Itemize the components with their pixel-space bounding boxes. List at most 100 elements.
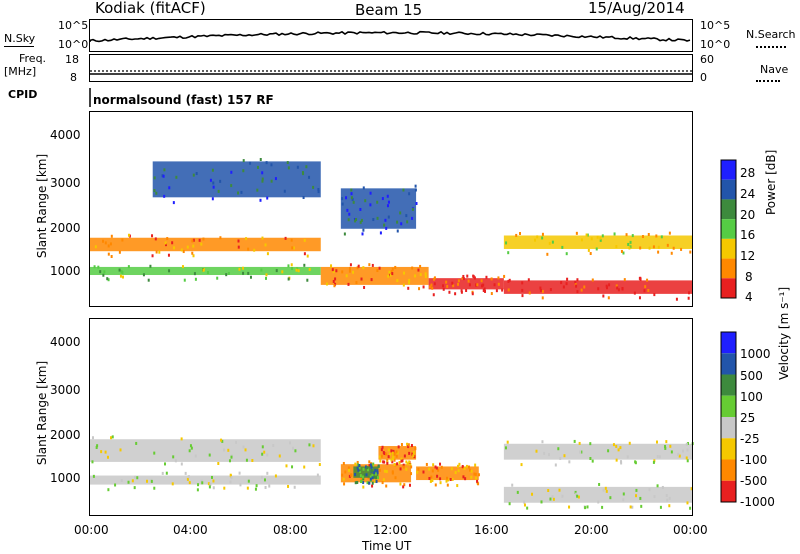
data-cell bbox=[462, 274, 465, 278]
colorbar-swatch bbox=[721, 417, 736, 439]
data-cell bbox=[351, 197, 354, 201]
data-cell bbox=[665, 493, 668, 497]
data-cell bbox=[670, 450, 673, 454]
data-cell bbox=[263, 478, 266, 482]
data-cell bbox=[245, 237, 248, 241]
data-cell bbox=[237, 245, 240, 249]
data-cell bbox=[580, 238, 583, 242]
data-cell bbox=[369, 463, 372, 467]
data-cell bbox=[274, 177, 277, 181]
data-cell bbox=[229, 480, 232, 484]
data-cell bbox=[342, 461, 345, 465]
data-cell bbox=[370, 278, 373, 282]
data-cell bbox=[184, 471, 187, 475]
data-cell bbox=[374, 468, 377, 472]
data-band bbox=[503, 235, 692, 249]
data-cell bbox=[563, 454, 566, 458]
data-cell bbox=[432, 463, 435, 467]
data-cell bbox=[96, 444, 99, 448]
x-tick: 04:00 bbox=[173, 523, 208, 537]
data-cell bbox=[461, 276, 464, 280]
power-heatmap bbox=[90, 158, 692, 301]
data-cell bbox=[349, 263, 352, 267]
data-cell bbox=[134, 475, 137, 479]
data-cell bbox=[460, 290, 463, 294]
data-cell bbox=[386, 461, 389, 465]
velocity-cbar-tick: 1000 bbox=[740, 347, 771, 361]
data-cell bbox=[149, 264, 152, 268]
data-cell bbox=[107, 278, 110, 282]
data-cell bbox=[405, 460, 408, 464]
data-cell bbox=[573, 439, 576, 443]
data-cell bbox=[354, 462, 357, 466]
data-cell bbox=[172, 201, 175, 205]
data-cell bbox=[601, 505, 604, 509]
data-cell bbox=[175, 175, 178, 179]
data-cell bbox=[541, 232, 544, 236]
data-cell bbox=[359, 207, 362, 211]
data-cell bbox=[355, 217, 358, 221]
data-cell bbox=[656, 484, 659, 488]
data-cell bbox=[285, 464, 288, 468]
data-cell bbox=[476, 283, 479, 287]
data-cell bbox=[477, 482, 480, 486]
data-cell bbox=[425, 462, 428, 466]
colorbar-frame bbox=[720, 159, 737, 299]
data-cell bbox=[373, 471, 376, 475]
data-cell bbox=[127, 233, 130, 237]
data-cell bbox=[543, 451, 546, 455]
nave-legend-line bbox=[756, 80, 780, 82]
colorbar-swatch bbox=[721, 258, 736, 279]
data-cell bbox=[387, 455, 390, 459]
data-cell bbox=[270, 179, 273, 183]
data-cell bbox=[261, 177, 264, 181]
data-cell bbox=[230, 184, 233, 188]
data-cell bbox=[474, 472, 477, 476]
data-band bbox=[428, 278, 504, 290]
data-cell bbox=[548, 453, 551, 457]
velocity-ytick: 2000 bbox=[50, 428, 81, 442]
data-cell bbox=[268, 484, 271, 488]
data-cell bbox=[462, 277, 465, 281]
data-cell bbox=[107, 488, 110, 492]
data-cell bbox=[605, 489, 608, 493]
data-cell bbox=[102, 273, 105, 277]
data-cell bbox=[446, 483, 449, 487]
data-cell bbox=[608, 283, 611, 287]
data-cell bbox=[93, 265, 96, 269]
data-band bbox=[90, 475, 321, 485]
velocity-ytick: 1000 bbox=[50, 471, 81, 485]
data-cell bbox=[470, 469, 473, 473]
data-cell bbox=[686, 459, 689, 463]
data-cell bbox=[312, 185, 315, 189]
nsky-panel bbox=[89, 19, 693, 52]
data-cell bbox=[270, 163, 273, 167]
colorbar-swatch bbox=[721, 395, 736, 417]
x-tick: 16:00 bbox=[474, 523, 509, 537]
data-cell bbox=[646, 278, 649, 282]
data-cell bbox=[261, 179, 264, 183]
data-cell bbox=[378, 266, 381, 270]
data-cell bbox=[240, 190, 243, 194]
data-cell bbox=[362, 228, 365, 232]
data-cell bbox=[552, 497, 555, 501]
data-cell bbox=[422, 285, 425, 289]
data-cell bbox=[350, 196, 353, 200]
data-cell bbox=[263, 450, 266, 454]
data-cell bbox=[289, 441, 292, 445]
data-cell bbox=[254, 487, 257, 491]
data-band bbox=[90, 237, 321, 252]
nsearch-legend-line bbox=[756, 46, 786, 48]
power-cbar-tick: 20 bbox=[740, 208, 756, 222]
data-cell bbox=[452, 284, 455, 288]
data-cell bbox=[546, 252, 549, 256]
data-cell bbox=[520, 463, 523, 467]
data-cell bbox=[163, 194, 166, 198]
data-cell bbox=[468, 468, 471, 472]
data-cell bbox=[393, 458, 396, 462]
data-cell bbox=[623, 278, 626, 282]
data-cell bbox=[549, 288, 552, 292]
data-cell bbox=[202, 268, 205, 272]
data-cell bbox=[575, 284, 578, 288]
